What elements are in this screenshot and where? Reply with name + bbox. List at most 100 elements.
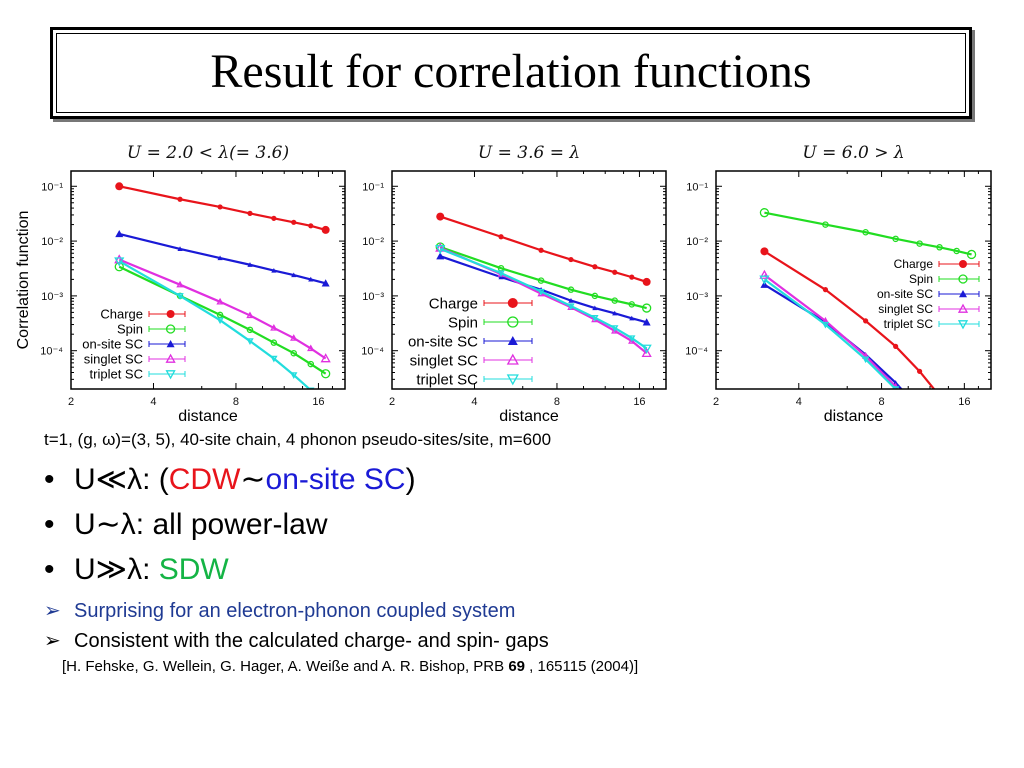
- series-on-site-sc-point: [321, 279, 330, 287]
- series-triplet-sc-point: [537, 288, 545, 296]
- series-triplet-sc-point: [891, 386, 900, 389]
- series-spin-point: [290, 349, 297, 357]
- series-charge-point: [760, 247, 769, 256]
- series-on-site-sc-line: [118, 232, 326, 285]
- plot-frame: [391, 170, 667, 390]
- y-tick-label: 10⁻⁴: [685, 346, 708, 358]
- marker-filled-circle: [822, 287, 829, 293]
- marker-open-triangle-down: [114, 257, 125, 267]
- marker-filled-triangle: [507, 336, 518, 345]
- legend-label: on-site SC: [408, 333, 478, 350]
- series-on-site-sc-point: [217, 255, 223, 261]
- marker-filled-circle: [436, 212, 445, 221]
- marker-filled-triangle: [115, 229, 124, 238]
- legend-label: Spin: [909, 272, 933, 286]
- series-spin-point: [966, 249, 977, 260]
- y-tick-label: 10⁻⁴: [361, 346, 384, 358]
- series-singlet-sc-line: [118, 258, 327, 360]
- series-triplet-sc-point: [567, 303, 575, 311]
- marker-filled-circle: [177, 196, 183, 202]
- series-charge-point: [247, 210, 253, 216]
- series-on-site-sc-point: [177, 246, 183, 251]
- marker-filled-triangle: [592, 305, 598, 311]
- chart-title: U = 2.0 < λ(= 3.6): [127, 143, 289, 163]
- series-spin-point: [567, 286, 575, 293]
- series-on-site-sc-point: [592, 305, 598, 311]
- bullet-suffix: ): [405, 463, 416, 496]
- series-triplet-sc-point: [628, 335, 636, 343]
- series-triplet-sc-point: [641, 344, 652, 354]
- marker-open-circle: [537, 277, 545, 284]
- legend-label: on-site SC: [877, 287, 933, 301]
- series-triplet-sc-point: [611, 325, 619, 332]
- series-singlet-sc-point: [307, 344, 315, 352]
- x-tick-label: 4: [150, 396, 156, 408]
- series-spin-point: [321, 369, 331, 379]
- marker-filled-circle: [271, 215, 277, 221]
- series-triplet-sc-point: [435, 245, 446, 255]
- series-charge-point: [642, 277, 651, 286]
- marker-filled-circle: [507, 298, 518, 308]
- series-charge-point: [916, 368, 923, 374]
- x-tick-label: 8: [554, 396, 560, 408]
- marker-open-circle: [611, 297, 618, 304]
- series-spin-point: [246, 326, 254, 334]
- marker-open-circle: [165, 324, 176, 334]
- series-triplet-sc-point: [759, 275, 770, 285]
- marker-filled-circle: [629, 274, 635, 280]
- legend-marker: [506, 374, 519, 386]
- series-singlet-sc-point: [114, 254, 125, 264]
- series-spin-point: [936, 244, 943, 251]
- x-axis-label: distance: [824, 408, 884, 425]
- series-spin-point: [892, 235, 899, 243]
- bullet-dot: •: [44, 463, 55, 496]
- marker-open-triangle-up: [435, 242, 446, 252]
- legend-marker: [958, 274, 968, 284]
- series-charge-point: [217, 204, 223, 210]
- x-tick-label: 8: [879, 396, 885, 408]
- series-charge-point: [863, 318, 869, 324]
- series-on-site-sc-point: [271, 267, 277, 273]
- marker-open-triangle-down: [165, 370, 176, 380]
- series-singlet-sc-point: [270, 324, 278, 331]
- charts-canvas: U = 2.0 < λ(= 3.6) 10⁻¹ 10⁻² 10⁻³ 10⁻⁴ 2 4 8 16 d…: [15, 143, 992, 425]
- marker-open-triangle-down: [290, 372, 298, 379]
- marker-filled-circle: [291, 219, 297, 225]
- series-charge-point: [822, 287, 829, 293]
- marker-filled-triangle: [291, 272, 297, 278]
- bullet-strong-u: • U≫λ: SDW: [44, 552, 229, 587]
- legend-marker: [165, 370, 176, 380]
- series-group: [759, 208, 977, 398]
- marker-open-triangle-up: [176, 280, 184, 288]
- slide-title-box: Result for correlation functions: [50, 27, 972, 119]
- marker-filled-triangle: [893, 380, 899, 385]
- marker-open-triangle-up: [611, 326, 619, 334]
- legend-label: singlet SC: [410, 352, 479, 369]
- marker-filled-circle: [937, 393, 942, 398]
- marker-open-circle: [936, 244, 943, 251]
- marker-open-triangle-down: [567, 303, 575, 311]
- marker-filled-circle: [308, 223, 314, 229]
- marker-filled-circle: [166, 310, 175, 318]
- series-triplet-sc-point: [216, 317, 224, 325]
- series-triplet-sc-point: [114, 257, 125, 267]
- series-group: [114, 182, 331, 389]
- simulation-params: t=1, (g, ω)=(3, 5), 40-site chain, 4 pho…: [44, 430, 552, 449]
- series-on-site-sc-point: [629, 315, 635, 321]
- y-tick-label: 10⁻³: [41, 291, 63, 303]
- marker-open-circle: [958, 274, 968, 284]
- marker-filled-circle: [592, 264, 598, 270]
- legend-marker: [959, 290, 967, 298]
- legend-label: singlet SC: [84, 352, 143, 367]
- marker-filled-triangle: [308, 276, 314, 282]
- marker-open-triangle-up: [641, 347, 652, 358]
- chart-title: U = 6.0 > λ: [802, 143, 904, 163]
- series-singlet-sc-point: [290, 334, 298, 341]
- series-singlet-sc-point: [759, 269, 770, 279]
- marker-filled-circle: [959, 260, 967, 268]
- series-charge-point: [308, 223, 314, 229]
- marker-open-triangle-down: [591, 314, 599, 322]
- marker-filled-triangle: [217, 255, 223, 261]
- series-spin-point: [628, 301, 636, 308]
- series-charge-point: [271, 215, 277, 221]
